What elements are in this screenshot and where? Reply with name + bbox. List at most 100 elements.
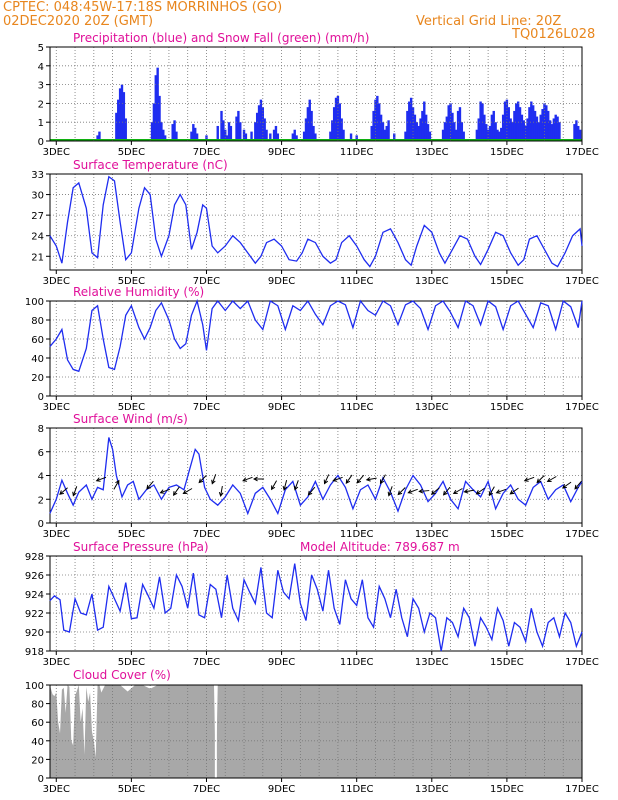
- precip-bar: [411, 107, 415, 141]
- x-tick-label: 3DEC: [43, 784, 70, 795]
- panel-title-wind: Surface Wind (m/s): [73, 412, 188, 426]
- precip-bar: [229, 125, 233, 141]
- header-station: CPTEC: 048:45W-17:18S MORRINHOS (GO): [3, 0, 283, 15]
- y-tick-label: 20: [31, 755, 44, 766]
- y-tick-label: 5: [38, 43, 44, 54]
- x-tick-label: 3DEC: [43, 657, 70, 668]
- panel-border: [49, 300, 583, 397]
- precip-bar: [265, 129, 268, 141]
- precip-bar: [291, 133, 295, 141]
- x-tick-label: 15DEC: [490, 529, 524, 540]
- precip-bar: [501, 114, 505, 141]
- precip-bar: [342, 129, 345, 141]
- precip-bar: [458, 107, 462, 141]
- precip-bar: [486, 129, 490, 141]
- panel-frame: [49, 173, 583, 271]
- precip-bar: [554, 114, 557, 141]
- y-tick-label: 40: [31, 737, 44, 748]
- panel-title-temp: Surface Temperature (nC): [73, 158, 228, 172]
- precip-bar: [419, 118, 422, 141]
- precip-bar: [340, 118, 343, 141]
- precip-bar: [552, 118, 556, 141]
- precip-bar: [513, 110, 516, 141]
- series-line-rh: [49, 298, 583, 373]
- series-line-temp: [49, 175, 583, 268]
- precip-bar: [383, 129, 387, 141]
- panel-rh: [46, 298, 583, 400]
- y-tick-label: 20: [31, 373, 44, 384]
- precip-bar: [224, 129, 227, 141]
- header-run-time: 02DEC2020 20Z (GMT): [3, 14, 154, 29]
- precip-bar: [349, 133, 353, 141]
- precip-bar: [261, 107, 265, 141]
- y-tick-label: 920: [25, 628, 44, 639]
- series-line-pres: [49, 563, 583, 652]
- precip-bar: [409, 97, 413, 141]
- x-tick-label: 11DEC: [340, 784, 374, 795]
- series-line-wind: [49, 437, 583, 516]
- precip-bar: [406, 110, 409, 141]
- wind-arrow: [418, 488, 430, 494]
- precip-bar: [509, 118, 512, 141]
- wind-arrow: [172, 486, 180, 496]
- x-tick-label: 13DEC: [415, 402, 449, 413]
- wind-arrow: [536, 475, 545, 484]
- precip-bar: [306, 107, 310, 141]
- precip-bar: [378, 103, 381, 141]
- precip-bar: [237, 110, 240, 141]
- precip-bar: [428, 131, 432, 141]
- precip-bar: [537, 122, 541, 141]
- precip-bar: [441, 129, 445, 141]
- precip-bar: [96, 135, 99, 141]
- x-tick-label: 5DEC: [118, 529, 145, 540]
- panel-temp: [46, 173, 583, 274]
- panel-precip: [46, 46, 583, 145]
- precip-bar: [511, 122, 514, 141]
- y-tick-label: 27: [31, 211, 44, 222]
- precip-bar: [372, 110, 375, 141]
- precip-bar: [242, 129, 246, 141]
- panel-subtitle-pres: Model Altitude: 789.687 m: [300, 540, 460, 554]
- precip-bar: [526, 118, 529, 141]
- y-tick-label: 924: [25, 590, 44, 601]
- x-tick-label: 5DEC: [118, 147, 145, 158]
- precip-bar: [295, 135, 298, 141]
- wind-arrow: [365, 476, 377, 482]
- precip-bar: [162, 129, 165, 141]
- x-tick-label: 9DEC: [268, 784, 295, 795]
- wind-arrow: [253, 476, 265, 482]
- panel-border: [49, 684, 583, 779]
- precip-bar: [117, 99, 120, 141]
- y-tick-label: 33: [31, 170, 44, 181]
- y-tick-label: 21: [31, 252, 44, 263]
- wind-arrow: [282, 480, 288, 491]
- precip-bar: [498, 131, 501, 141]
- precip-bar: [533, 110, 537, 141]
- precip-bar: [274, 125, 278, 141]
- precip-bar: [263, 118, 266, 141]
- precip-bar: [310, 110, 313, 141]
- x-tick-label: 13DEC: [415, 276, 449, 287]
- wind-arrow: [379, 474, 386, 485]
- precip-bar: [338, 103, 341, 141]
- precip-bar: [558, 122, 561, 141]
- precip-bar: [503, 101, 507, 141]
- precip-bar: [332, 107, 336, 141]
- precip-bar: [314, 133, 317, 141]
- x-tick-label: 11DEC: [340, 402, 374, 413]
- wind-arrow: [452, 488, 463, 495]
- x-tick-label: 7DEC: [193, 657, 220, 668]
- precip-bar: [175, 131, 178, 141]
- y-tick-label: 80: [31, 316, 44, 327]
- precip-bar: [522, 120, 525, 141]
- wind-arrow: [475, 487, 485, 495]
- wind-arrow: [95, 476, 107, 482]
- precip-bar: [387, 120, 390, 141]
- panel-title-precip: Precipitation (blue) and Snow Fall (gree…: [73, 31, 369, 45]
- precip-bar: [535, 116, 539, 141]
- wind-arrow: [488, 486, 495, 497]
- x-tick-label: 7DEC: [193, 276, 220, 287]
- precip-bar: [276, 133, 280, 141]
- precip-bar: [518, 107, 522, 141]
- wind-arrow: [523, 476, 535, 482]
